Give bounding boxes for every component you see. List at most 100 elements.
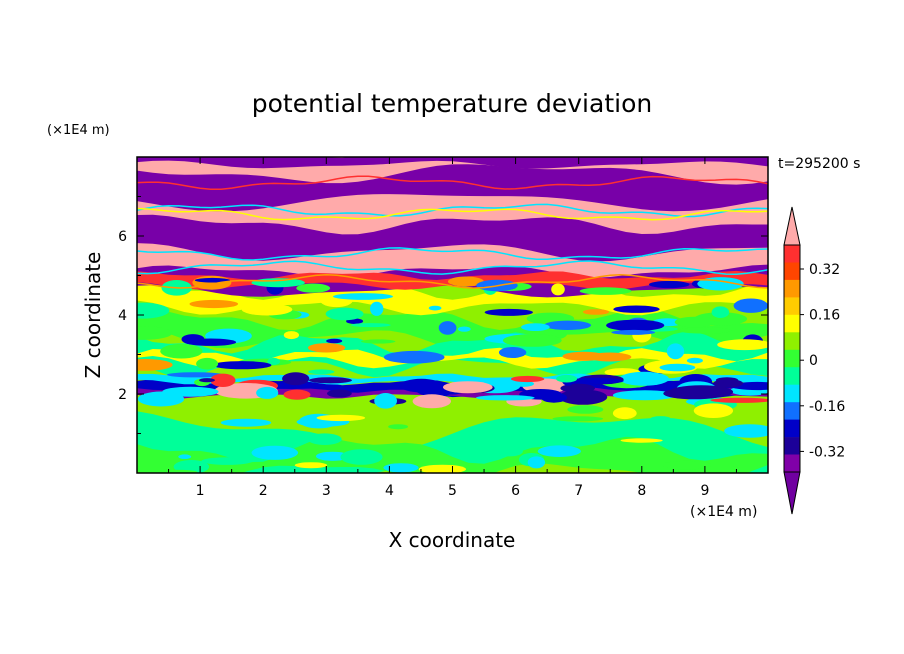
- field-blob: [307, 343, 346, 353]
- field-blob: [476, 395, 535, 401]
- x-unit-label: (×1E4 m): [690, 504, 757, 520]
- x-tick-label: 7: [574, 483, 583, 499]
- field-blob: [484, 308, 533, 316]
- colorbar-segment: [784, 384, 800, 403]
- colorbar-tick-label: 0: [809, 353, 818, 369]
- field-blob: [370, 301, 384, 316]
- field-band: [137, 157, 768, 169]
- field-blob: [316, 414, 366, 422]
- field-blob: [674, 316, 715, 328]
- field-blob: [438, 321, 457, 335]
- field-blob: [307, 433, 342, 446]
- y-tick-label: 6: [118, 229, 127, 245]
- x-axis-label: X coordinate: [389, 528, 516, 552]
- field-contour: [137, 203, 768, 218]
- y-tick-label: 4: [118, 308, 127, 324]
- field-blob: [340, 449, 383, 465]
- y-axis: 2 4 6: [118, 196, 768, 434]
- field-blob: [733, 298, 768, 313]
- field-band: [137, 214, 768, 262]
- field-blob: [443, 381, 493, 394]
- x-tick-label: 5: [448, 483, 457, 499]
- field-blob: [619, 371, 669, 386]
- y-tick-label: 2: [118, 387, 127, 403]
- field-blob: [521, 323, 550, 331]
- field-blob: [189, 299, 239, 309]
- field-blob: [717, 339, 768, 351]
- x-tick-label: 8: [637, 483, 646, 499]
- field-blob: [650, 416, 671, 422]
- field-blob: [283, 331, 299, 340]
- colorbar-tick-label: 0.16: [809, 308, 840, 324]
- field-blob: [661, 460, 712, 470]
- field-blob: [568, 377, 624, 384]
- field-blob: [251, 278, 305, 288]
- colorbar-tick-label: -0.32: [809, 444, 845, 460]
- field-blob: [677, 327, 732, 334]
- colorbar-segment: [784, 402, 800, 420]
- field-blob: [212, 361, 272, 370]
- field-contour: [137, 175, 768, 191]
- colorbar-segment: [784, 279, 800, 298]
- field-band: [137, 330, 768, 378]
- field-contour: [137, 260, 768, 275]
- field-blob: [693, 403, 734, 419]
- field-blob: [178, 454, 192, 460]
- field-blob: [251, 445, 299, 460]
- colorbar-extend-top: [783, 206, 801, 246]
- field-blob: [648, 280, 690, 289]
- colorbar-tick-label: 0.32: [809, 262, 840, 278]
- colorbar-segment: [784, 314, 800, 333]
- field-blob: [588, 352, 632, 362]
- field-blob: [612, 407, 637, 420]
- field-blob: [582, 309, 610, 315]
- field-blob: [498, 347, 527, 358]
- time-label: t=295200 s: [778, 156, 860, 172]
- field-blob: [669, 385, 734, 399]
- colorbar: 0.32 0.16 0 -0.16 -0.32: [783, 206, 845, 515]
- field-blob: [715, 377, 739, 383]
- field-blob: [383, 463, 419, 473]
- colorbar-segment: [784, 349, 800, 368]
- x-tick-label: 6: [511, 483, 520, 499]
- field-blob: [540, 392, 568, 403]
- field-contour: [137, 247, 768, 261]
- colorbar-segment: [784, 332, 800, 351]
- field-blob: [497, 446, 523, 457]
- field-blob: [308, 369, 335, 375]
- colorbar-segment: [784, 297, 800, 316]
- x-tick-label: 4: [385, 483, 394, 499]
- field-blob: [325, 307, 364, 321]
- field-blob: [512, 380, 535, 387]
- field-blob: [551, 283, 565, 296]
- field-contour: [137, 207, 768, 221]
- field-blob: [711, 306, 730, 319]
- field-blob: [502, 334, 562, 347]
- field-blob: [724, 424, 768, 438]
- y-unit-label: (×1E4 m): [47, 123, 110, 138]
- field-blob: [412, 394, 451, 409]
- field-blob: [199, 378, 215, 383]
- field-blob: [150, 469, 198, 473]
- field-blob: [201, 457, 253, 465]
- colorbar-segment: [784, 437, 800, 455]
- field-blob: [543, 320, 592, 330]
- field-blob: [527, 456, 546, 469]
- colorbar-frame: [783, 244, 801, 473]
- field-blob: [308, 377, 352, 384]
- field-blob: [613, 305, 660, 313]
- field-blob: [666, 343, 685, 360]
- field-blob: [282, 372, 310, 386]
- field-blob: [167, 372, 223, 378]
- field-blob: [604, 441, 625, 453]
- field-blob: [428, 305, 442, 311]
- field-blob: [256, 386, 279, 399]
- x-tick-label: 1: [196, 483, 205, 499]
- field-blob: [137, 302, 170, 319]
- field-blob: [350, 323, 391, 328]
- colorbar-segment: [784, 262, 800, 281]
- field-blob: [611, 329, 656, 335]
- field-contour: [137, 273, 768, 289]
- x-tick-label: 9: [700, 483, 709, 499]
